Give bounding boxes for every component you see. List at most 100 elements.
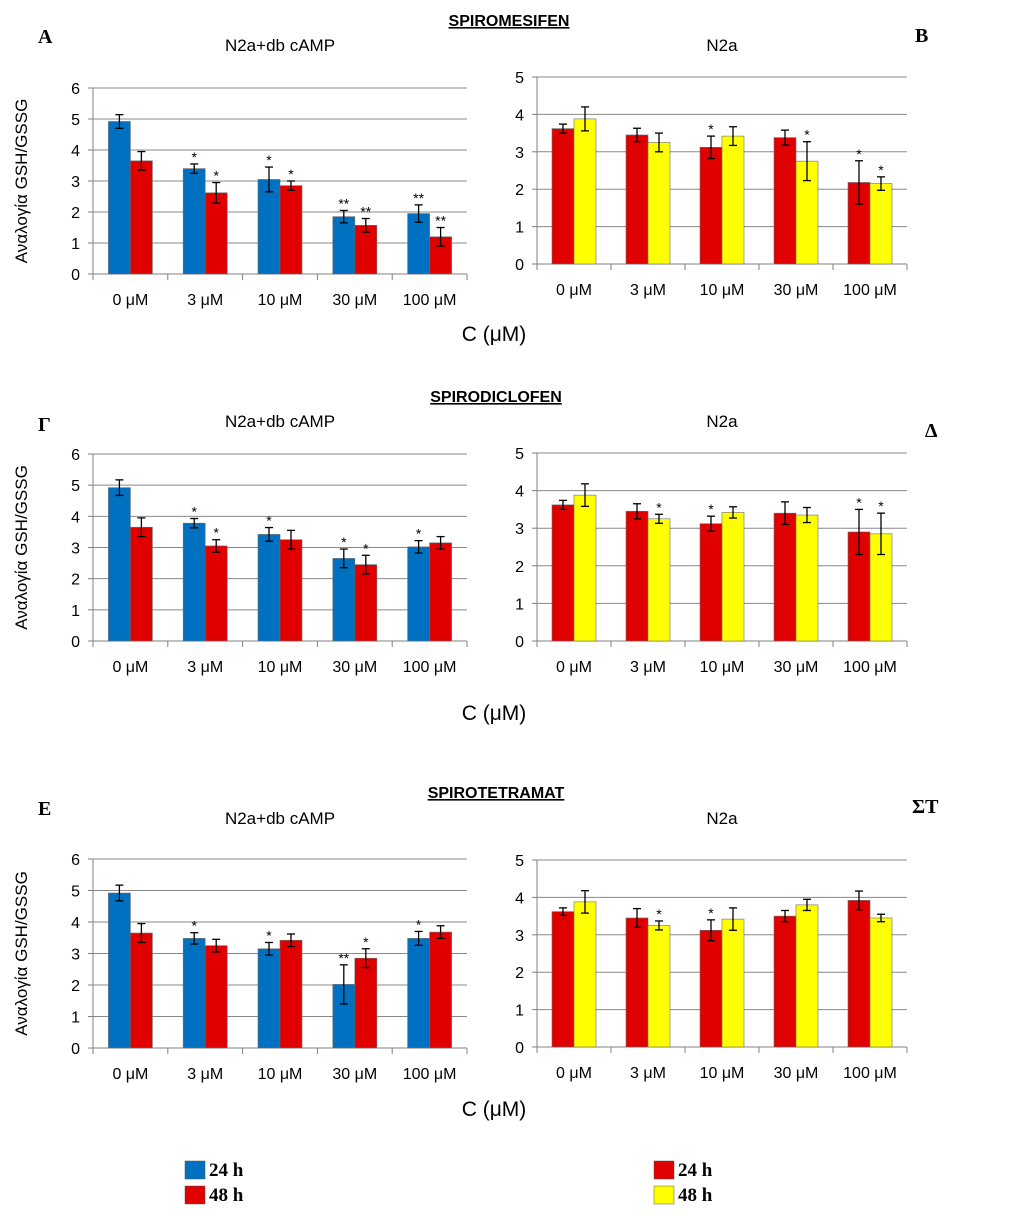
- y-tick-label: 6: [71, 81, 80, 98]
- bar-24-h-3-m: [625, 917, 649, 1048]
- x-tick-label: 100 μM: [843, 659, 897, 676]
- significance-marker: *: [656, 906, 662, 922]
- x-tick-label: 30 μM: [774, 282, 819, 299]
- y-tick-label: 1: [71, 1010, 80, 1027]
- bar-24-h-30-m: [773, 137, 797, 265]
- bar-48-h-10-m: [279, 539, 303, 642]
- y-tick-label: 0: [515, 634, 524, 651]
- chart-panel-gamma: N2a+db cAMP Αναλογία GSH/GSSG 0 1 2 3 4 5 6 0 μM 3…: [12, 412, 468, 676]
- chart-panel-delta: N2a 0 1 2 3 4 5 0 μM 3 μM 10 μM 30 μM 100 μM * * * *: [515, 412, 908, 676]
- y-tick-label: 4: [71, 143, 80, 160]
- bar-24-h-0-m: [551, 128, 575, 265]
- bar-24-h-3-m: [182, 168, 206, 275]
- y-tick-label: 0: [71, 267, 80, 284]
- y-axis-label: Αναλογία GSH/GSSG: [12, 871, 31, 1036]
- y-tick-label: 5: [515, 446, 524, 463]
- chart-panel-sigma-tau: N2a 0 1 2 3 4 5 0 μM 3 μM 10 μM 30 μM 100 μM * *: [515, 809, 908, 1082]
- y-tick-label: 3: [71, 174, 80, 191]
- bar-48-h-10-m: [721, 512, 745, 642]
- significance-marker: **: [435, 213, 446, 229]
- y-tick-label: 3: [71, 541, 80, 558]
- significance-marker: *: [266, 152, 272, 168]
- y-tick-label: 0: [71, 634, 80, 651]
- bar-24-h-30-m: [773, 512, 797, 642]
- bar-48-h-3-m: [647, 142, 671, 265]
- y-tick-label: 3: [515, 145, 524, 162]
- bar-48-h-3-m: [204, 192, 228, 275]
- bar-48-h-0-m: [130, 160, 153, 275]
- x-tick-label: 30 μM: [332, 659, 377, 676]
- bar-24-h-30-m: [773, 915, 797, 1048]
- bar-48-h-0-m: [573, 494, 597, 642]
- bar-48-h-0-m: [130, 932, 153, 1049]
- x-tick-label: 3 μM: [630, 282, 666, 299]
- x-tick-label: 10 μM: [258, 292, 303, 309]
- bar-24-h-10-m: [699, 930, 723, 1048]
- x-tick-label: 3 μM: [187, 292, 223, 309]
- bar-24-h-3-m: [625, 134, 649, 265]
- significance-marker: *: [213, 525, 219, 541]
- significance-marker: *: [363, 934, 369, 950]
- x-tick-label: 100 μM: [403, 659, 457, 676]
- bar-24-h-100-m: [407, 546, 430, 642]
- significance-marker: *: [213, 168, 219, 184]
- legend-right: 24 h 48 h: [653, 1160, 713, 1206]
- x-axis-label-1: C (μM): [462, 323, 527, 346]
- bar-24-h-10-m: [699, 147, 723, 265]
- significance-marker: **: [360, 204, 371, 220]
- significance-marker: *: [191, 504, 197, 520]
- legend-right-swatch-24h: [653, 1160, 675, 1180]
- legend-left-swatch-48h: [184, 1185, 206, 1205]
- x-axis-label-3: C (μM): [462, 1098, 527, 1121]
- x-tick-label: 3 μM: [187, 1066, 223, 1083]
- bar-48-h-100-m: [869, 917, 893, 1048]
- x-tick-label: 100 μM: [403, 292, 457, 309]
- y-tick-label: 6: [71, 447, 80, 464]
- y-tick-label: 0: [515, 1040, 524, 1057]
- y-axis-label: Αναλογία GSH/GSSG: [12, 99, 31, 264]
- x-tick-label: 10 μM: [700, 659, 745, 676]
- x-tick-label: 0 μM: [556, 282, 592, 299]
- y-tick-label: 1: [515, 220, 524, 237]
- x-tick-label: 100 μM: [843, 282, 897, 299]
- x-axis-label-2: C (μM): [462, 702, 527, 725]
- y-tick-label: 4: [71, 915, 80, 932]
- significance-marker: *: [416, 916, 422, 932]
- legend-right-swatch-48h: [653, 1185, 675, 1205]
- y-tick-label: 5: [515, 70, 524, 87]
- bar-48-h-10-m: [279, 939, 303, 1049]
- bar-48-h-100-m: [429, 542, 452, 642]
- x-tick-label: 0 μM: [556, 659, 592, 676]
- bar-24-h-100-m: [847, 900, 871, 1048]
- panel-letter-b: B: [915, 25, 928, 47]
- chart-panel-a: N2a+db cAMP Αναλογία GSH/GSSG 0 1 2 3 4 5 6 0 μM 3…: [12, 36, 468, 309]
- x-tick-label: 30 μM: [774, 659, 819, 676]
- bar-24-h-0-m: [108, 121, 131, 275]
- legend-left: 24 h 48 h: [184, 1160, 244, 1206]
- y-tick-label: 1: [71, 603, 80, 620]
- bar-24-h-0-m: [108, 892, 131, 1049]
- x-tick-label: 30 μM: [332, 1066, 377, 1083]
- y-axis-label: Αναλογία GSH/GSSG: [12, 465, 31, 630]
- bar-48-h-30-m: [354, 957, 378, 1049]
- y-tick-label: 3: [515, 928, 524, 945]
- bar-24-h-10-m: [257, 179, 281, 275]
- significance-marker: **: [413, 190, 424, 206]
- significance-marker: *: [288, 166, 294, 182]
- section-title-spiromesifen: SPIROMESIFEN: [449, 13, 570, 30]
- y-tick-label: 2: [71, 205, 80, 222]
- y-tick-label: 2: [71, 572, 80, 589]
- significance-marker: *: [708, 121, 714, 137]
- bar-24-h-3-m: [182, 522, 206, 642]
- y-tick-label: 1: [71, 236, 80, 253]
- y-tick-label: 2: [515, 965, 524, 982]
- y-tick-label: 4: [515, 890, 524, 907]
- bar-48-h-30-m: [354, 564, 378, 642]
- significance-marker: *: [416, 526, 422, 542]
- y-tick-label: 5: [71, 478, 80, 495]
- y-tick-label: 2: [515, 182, 524, 199]
- y-tick-label: 2: [515, 559, 524, 576]
- section-title-spirotetramat: SPIROTETRAMAT: [428, 785, 565, 802]
- x-tick-label: 3 μM: [630, 659, 666, 676]
